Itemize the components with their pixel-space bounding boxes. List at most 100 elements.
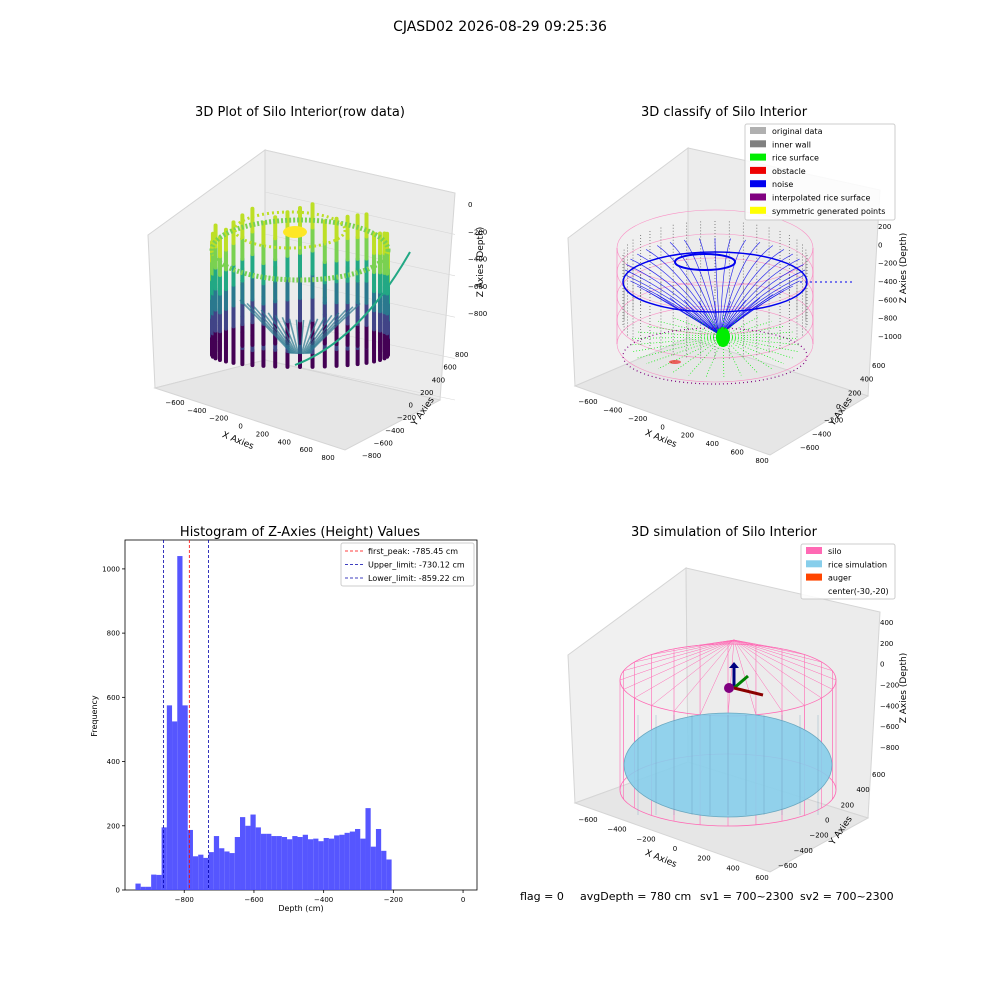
y-tick-label: −400 — [794, 847, 813, 855]
silo-roof-wire — [651, 639, 735, 706]
silo-roof-wire — [651, 639, 735, 655]
legend-label: rice surface — [772, 154, 819, 163]
legend-swatch — [750, 127, 766, 134]
x-tick-label: 0 — [660, 423, 664, 431]
auger-y-arrow — [733, 674, 749, 690]
histogram-bar — [276, 836, 282, 890]
histogram-y-label: Frequency — [90, 695, 99, 737]
panel-raw-title: 3D Plot of Silo Interior(row data) — [195, 105, 405, 120]
x-tick-label: 800 — [321, 454, 334, 462]
histogram-bar — [302, 834, 308, 890]
classify-z-ticks: 200 0 −200 −400 −600 −800 −1000 — [878, 223, 902, 341]
classify-rice-surface — [722, 336, 784, 365]
classify-rice-surface — [722, 320, 772, 338]
x-tick-label: −400 — [603, 406, 622, 414]
histogram-bar — [360, 838, 366, 890]
classify-rice-surface — [646, 325, 724, 338]
x-tick-label: 200 — [681, 432, 694, 440]
histogram-bar — [182, 705, 188, 890]
classify-rice-surface — [722, 325, 784, 338]
y-tick-label: 600 — [872, 362, 885, 370]
x-tick-label: 400 — [726, 864, 739, 872]
raw-point-curve — [288, 318, 300, 355]
histogram-y-ticks: 0 200 400 600 800 1000 — [102, 565, 125, 895]
raw-pane-back — [264, 149, 456, 401]
histogram-bar — [370, 846, 376, 890]
x-tick-label: 200 — [256, 430, 269, 438]
silo-roof-wire — [733, 639, 805, 655]
histogram-bar — [177, 556, 183, 890]
y-tick-label: 400 — [860, 376, 873, 384]
legend-label: original data — [772, 127, 823, 136]
histogram-bar — [198, 854, 204, 890]
x-tick-label: 400 — [278, 438, 291, 446]
silo-roof-wire — [727, 639, 735, 645]
raw-point-cluster — [283, 226, 307, 238]
z-tick-label: −1000 — [878, 333, 902, 341]
z-tick-label: −200 — [878, 260, 897, 268]
classify-z-label: Z Axies (Depth) — [899, 233, 909, 304]
classify-noise-trace — [719, 242, 761, 336]
y-tick-label: 400 — [432, 376, 445, 384]
classify-rice-surface — [629, 336, 724, 346]
classify-noise-trace — [626, 264, 721, 336]
classify-noise-trace — [719, 258, 800, 336]
legend-label: first_peak: -785.45 cm — [368, 547, 458, 556]
grid-line — [264, 233, 456, 277]
z-tick-label: 200 — [878, 223, 891, 231]
z-tick-label: −800 — [468, 310, 487, 318]
classify-rice-surface — [657, 336, 724, 370]
status-sv2: sv2 = 700~2300 — [800, 890, 894, 903]
x-tick-label: 400 — [706, 440, 719, 448]
histogram-bar — [208, 852, 214, 890]
status-sv1: sv1 = 700~2300 — [700, 890, 794, 903]
histogram-bar — [334, 835, 340, 890]
y-tick-label: 400 — [856, 786, 869, 794]
x-tick-label: −400 — [187, 407, 206, 415]
histogram-bar — [145, 886, 152, 890]
histogram-bar — [323, 837, 329, 890]
y-tick-label: 800 — [455, 351, 468, 359]
histogram-y-tick-label: 600 — [107, 694, 120, 702]
y-tick-label: −400 — [385, 427, 404, 435]
histogram-bar — [240, 817, 246, 890]
raw-point-rim — [209, 217, 391, 283]
histogram-bar — [140, 886, 146, 890]
y-tick-label: −800 — [362, 452, 381, 460]
histogram-bar — [266, 833, 272, 890]
y-tick-label: 200 — [420, 389, 433, 397]
histogram-bar — [287, 839, 293, 890]
histogram-bar — [229, 853, 235, 890]
x-tick-label: 0 — [673, 845, 677, 853]
z-tick-label: −400 — [468, 256, 487, 264]
histogram-bar — [156, 874, 162, 890]
classify-rice-surface — [672, 316, 724, 338]
status-flag: flag = 0 — [520, 890, 564, 903]
z-tick-label: 0 — [468, 201, 472, 209]
panel-classify-3d: 3D classify of Silo Interior −600 −400 −20… — [567, 105, 909, 465]
histogram-bar — [365, 808, 371, 890]
silo-roof-wire — [699, 639, 735, 715]
classify-noise-trace — [719, 264, 804, 336]
raw-point-curve — [303, 316, 326, 355]
classify-noise-trace — [624, 269, 721, 336]
x-tick-label: 0 — [238, 423, 242, 431]
histogram-bar — [250, 814, 256, 890]
histogram-y-tick-label: 400 — [107, 758, 120, 766]
raw-point-curve — [305, 312, 340, 354]
legend-swatch — [750, 180, 766, 188]
classify-rice-peak — [716, 327, 730, 347]
silo-roof-wire — [733, 639, 822, 699]
z-tick-label: −200 — [880, 682, 899, 690]
raw-x-label: X Axies — [220, 430, 255, 452]
grid-line — [264, 149, 456, 194]
x-tick-label: 200 — [697, 855, 710, 863]
histogram-y-tick-label: 200 — [107, 822, 120, 830]
classify-legend: original data inner wall rice surface obsta… — [744, 123, 896, 221]
y-tick-label: −200 — [397, 414, 416, 422]
auger-center-marker — [724, 683, 734, 693]
figure-suptitle: CJASD02 2026-08-29 09:25:36 — [393, 19, 607, 35]
classify-x-ticks: −600 −400 −200 0 200 400 600 800 — [578, 398, 768, 465]
histogram-bar — [375, 828, 382, 890]
